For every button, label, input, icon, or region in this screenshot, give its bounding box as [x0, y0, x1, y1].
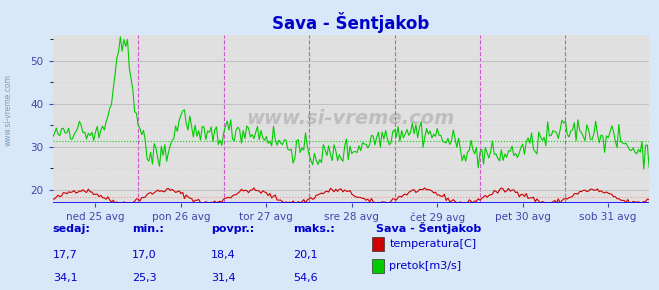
- Bar: [372, 237, 384, 251]
- Text: www.si-vreme.com: www.si-vreme.com: [3, 74, 13, 146]
- Text: sedaj:: sedaj:: [53, 224, 90, 234]
- Text: 31,4: 31,4: [211, 273, 235, 283]
- Text: pretok[m3/s]: pretok[m3/s]: [389, 261, 461, 271]
- Title: Sava - Šentjakob: Sava - Šentjakob: [272, 12, 430, 33]
- Text: maks.:: maks.:: [293, 224, 335, 234]
- Text: 18,4: 18,4: [211, 250, 236, 260]
- Text: www.si-vreme.com: www.si-vreme.com: [246, 109, 455, 128]
- Text: Sava - Šentjakob: Sava - Šentjakob: [376, 222, 481, 234]
- Bar: [372, 259, 384, 273]
- Text: 34,1: 34,1: [53, 273, 77, 283]
- Text: min.:: min.:: [132, 224, 163, 234]
- Text: 20,1: 20,1: [293, 250, 318, 260]
- Text: 17,0: 17,0: [132, 250, 156, 260]
- Text: temperatura[C]: temperatura[C]: [389, 240, 476, 249]
- Text: 25,3: 25,3: [132, 273, 156, 283]
- Text: povpr.:: povpr.:: [211, 224, 254, 234]
- Text: 17,7: 17,7: [53, 250, 78, 260]
- Text: 54,6: 54,6: [293, 273, 318, 283]
